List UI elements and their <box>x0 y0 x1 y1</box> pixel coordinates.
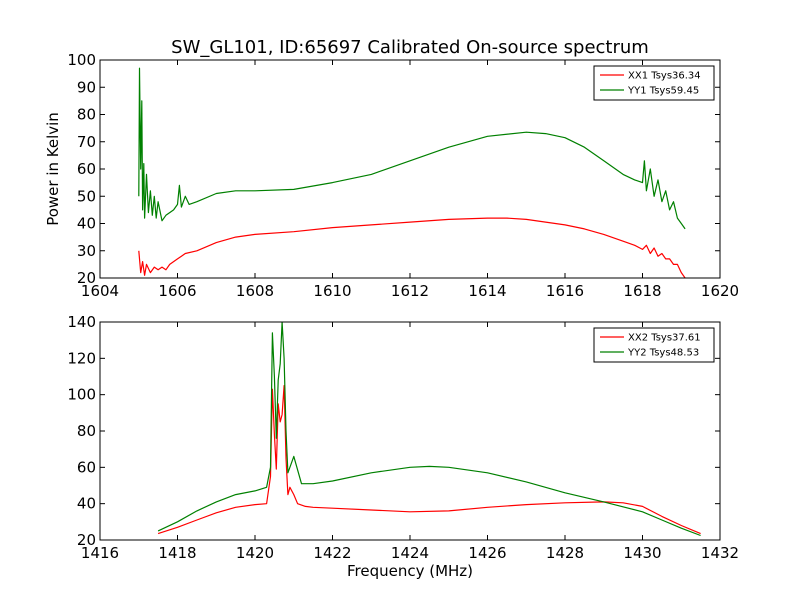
y-tick-label: 20 <box>77 531 96 549</box>
x-tick-label: 1422 <box>313 544 351 562</box>
x-tick-label: 1604 <box>81 282 119 300</box>
legend: XX2 Tsys37.61 YY2 Tsys48.53 <box>593 327 715 363</box>
y-axis-label: Power in Kelvin <box>44 112 62 226</box>
legend: XX1 Tsys36.34 YY1 Tsys59.45 <box>593 65 715 101</box>
legend-label: XX2 Tsys37.61 <box>628 333 701 344</box>
x-tick-label: 1620 <box>701 282 739 300</box>
y-tick-label: 80 <box>77 422 96 440</box>
x-tick-label: 1416 <box>81 544 119 562</box>
series-line-2-1 <box>157 385 701 535</box>
legend-label: YY2 Tsys48.53 <box>627 348 699 359</box>
y-tick-label: 20 <box>77 269 96 287</box>
y-tick-label: 60 <box>77 458 96 476</box>
legend-box <box>593 65 715 101</box>
series-line-2-2 <box>157 322 701 537</box>
legend-label: YY1 Tsys59.45 <box>627 86 699 97</box>
top-panel: 1604 1606 1608 1610 1612 1614 1616 1618 1620 20 30… <box>67 51 739 300</box>
x-tick-label: 1614 <box>468 282 506 300</box>
y-tick-label: 120 <box>67 349 96 367</box>
y-tick-label: 40 <box>77 215 96 233</box>
figure-title: SW_GL101, ID:65697 Calibrated On-source … <box>171 37 649 58</box>
x-tick-label: 1430 <box>623 544 661 562</box>
y-tick-label: 30 <box>77 242 96 260</box>
y-tick-label: 140 <box>67 313 96 331</box>
x-tick-label: 1426 <box>468 544 506 562</box>
legend-box <box>593 327 715 363</box>
y-tick-label: 80 <box>77 106 96 124</box>
bottom-panel: 1416 1418 1420 1422 1424 1426 1428 1430 1432 20 40… <box>67 313 739 562</box>
y-tick-label: 40 <box>77 495 96 513</box>
x-tick-label: 1606 <box>158 282 196 300</box>
x-tick-label: 1418 <box>158 544 196 562</box>
x-tick-label: 1618 <box>623 282 661 300</box>
legend-label: XX1 Tsys36.34 <box>628 71 701 82</box>
x-tick-label: 1610 <box>313 282 351 300</box>
x-axis-label: Frequency (MHz) <box>347 562 473 580</box>
series-line-1-1 <box>138 217 686 278</box>
x-tick-label: 1608 <box>236 282 274 300</box>
y-tick-label: 100 <box>67 386 96 404</box>
y-tick-label: 70 <box>77 133 96 151</box>
x-tick-label: 1424 <box>391 544 429 562</box>
y-tick-label: 50 <box>77 187 96 205</box>
y-tick-label: 60 <box>77 160 96 178</box>
y-tick-label: 90 <box>77 78 96 96</box>
x-tick-label: 1432 <box>701 544 739 562</box>
x-tick-label: 1612 <box>391 282 429 300</box>
x-tick-label: 1616 <box>546 282 584 300</box>
series-line-1-2 <box>138 67 686 230</box>
x-tick-label: 1420 <box>236 544 274 562</box>
x-tick-label: 1428 <box>546 544 584 562</box>
y-tick-label: 100 <box>67 51 96 69</box>
